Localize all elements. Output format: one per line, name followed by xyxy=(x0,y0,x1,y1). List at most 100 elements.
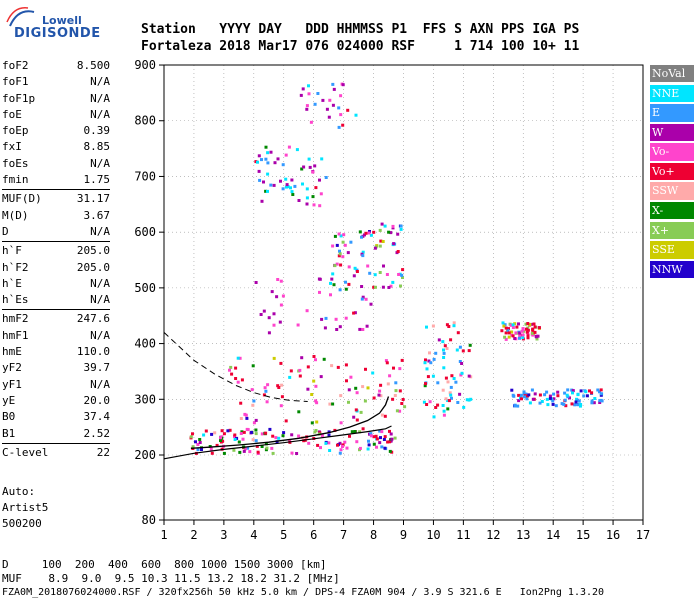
logo-digisonde-text: DIGISONDE xyxy=(14,26,101,41)
echo-dot xyxy=(592,401,596,405)
echo-dot xyxy=(388,429,391,433)
echo-dot xyxy=(462,405,466,409)
echo-dot xyxy=(338,325,342,329)
parameter-label: h`F xyxy=(2,244,22,258)
echo-dot xyxy=(422,400,426,404)
echo-dot xyxy=(336,365,340,369)
parameter-value: 110.0 xyxy=(76,345,110,359)
echo-dot xyxy=(272,323,276,327)
echo-dot xyxy=(228,428,232,432)
echo-dot xyxy=(343,243,347,247)
echo-dot xyxy=(426,375,430,379)
echo-dot xyxy=(363,399,367,403)
echo-dot xyxy=(331,244,335,248)
echo-dot xyxy=(310,393,314,396)
echo-dot xyxy=(347,265,351,269)
echo-dot xyxy=(254,432,258,436)
parameter-label: D xyxy=(2,224,9,238)
echo-dot xyxy=(315,401,319,405)
echo-dot xyxy=(341,445,344,448)
echo-dot xyxy=(579,389,583,393)
echo-dot xyxy=(576,398,580,402)
echo-dot xyxy=(346,108,350,112)
echo-dot xyxy=(450,374,454,378)
echo-dot xyxy=(525,397,529,401)
echo-dot xyxy=(513,403,517,407)
echo-dot xyxy=(447,399,451,403)
echo-dot xyxy=(551,399,555,403)
echo-dot xyxy=(510,388,514,392)
echo-dot xyxy=(443,344,447,348)
echo-dot xyxy=(281,294,285,298)
echo-dot xyxy=(260,199,264,203)
echo-dot xyxy=(319,192,323,196)
echo-dot xyxy=(358,430,362,434)
echo-dot xyxy=(336,443,339,447)
echo-dot xyxy=(383,446,387,450)
echo-dot xyxy=(400,358,404,362)
echo-dot xyxy=(241,437,245,441)
echo-dot xyxy=(314,186,318,190)
parameter-label: yF2 xyxy=(2,361,22,375)
echo-dot xyxy=(280,383,284,387)
echo-dot xyxy=(437,338,441,342)
echo-dot xyxy=(507,327,510,331)
echo-dot xyxy=(320,434,324,438)
echo-dot xyxy=(442,356,446,359)
echo-dot xyxy=(355,418,359,422)
echo-dot xyxy=(501,321,505,325)
echo-dot xyxy=(372,396,376,400)
echo-dot xyxy=(378,228,382,232)
echo-dot xyxy=(295,148,299,152)
echo-dot xyxy=(240,378,244,382)
echo-dot xyxy=(279,279,283,283)
echo-dot xyxy=(528,323,532,326)
echo-dot xyxy=(305,309,309,313)
echo-dot xyxy=(521,336,525,340)
parameter-value: 8.85 xyxy=(83,140,111,154)
echo-dot xyxy=(281,163,285,167)
echo-dot xyxy=(347,282,351,286)
echo-dot xyxy=(330,277,334,281)
echo-dot xyxy=(290,433,294,437)
y-tick-label: 200 xyxy=(134,448,156,462)
echo-dot xyxy=(307,157,311,161)
parameter-row: h`E N/A xyxy=(2,276,110,292)
echo-dot xyxy=(391,280,395,284)
echo-dot xyxy=(502,324,506,328)
echo-dot xyxy=(359,410,363,414)
echo-dot xyxy=(442,409,446,413)
echo-dot xyxy=(298,368,302,372)
parameter-value: 8.500 xyxy=(76,59,110,72)
echo-dot xyxy=(353,430,357,433)
echo-dot xyxy=(361,385,365,389)
parameter-separator xyxy=(2,241,110,243)
echo-dot xyxy=(313,430,317,434)
parameter-label: foF2 xyxy=(2,59,29,72)
parameter-value: N/A xyxy=(90,75,110,89)
echo-dot xyxy=(380,430,384,434)
echo-dot xyxy=(374,285,377,289)
parameter-value: 20.0 xyxy=(83,393,111,407)
echo-dot xyxy=(237,440,241,444)
echo-dot xyxy=(383,435,387,439)
echo-dot xyxy=(236,380,240,384)
parameter-label: yF1 xyxy=(2,377,22,391)
echo-dot xyxy=(300,167,304,171)
echo-dot xyxy=(284,153,288,157)
legend-item-vo-: Vo- xyxy=(650,143,694,161)
echo-dot xyxy=(327,441,331,445)
echo-dot xyxy=(383,414,387,418)
x-tick-label: 12 xyxy=(486,528,500,542)
parameter-value: 205.0 xyxy=(76,260,110,274)
echo-dot xyxy=(329,293,332,297)
echo-dot xyxy=(196,443,200,446)
echo-dot xyxy=(298,374,302,378)
echo-dot xyxy=(339,263,343,267)
echo-dot xyxy=(358,230,362,234)
echo-dot xyxy=(307,441,311,445)
echo-dot xyxy=(386,382,390,386)
echo-dot xyxy=(318,178,321,182)
echo-dot xyxy=(301,87,305,91)
x-tick-label: 2 xyxy=(190,528,197,542)
